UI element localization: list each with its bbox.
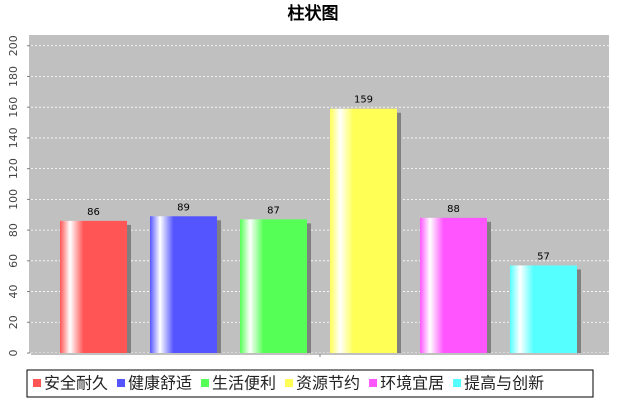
legend-swatch bbox=[201, 379, 210, 387]
data-label: 88 bbox=[447, 204, 460, 215]
bar bbox=[510, 265, 577, 353]
y-tick-label: 160 bbox=[7, 97, 20, 118]
bar bbox=[60, 220, 127, 353]
y-tick-label: 0 bbox=[7, 350, 20, 357]
legend-label: 健康舒适 bbox=[128, 374, 192, 393]
legend-swatch bbox=[453, 379, 462, 387]
bar bbox=[240, 219, 307, 353]
data-label: 86 bbox=[87, 207, 100, 218]
legend-swatch bbox=[33, 379, 41, 387]
data-label: 89 bbox=[177, 202, 190, 213]
data-label: 159 bbox=[354, 95, 373, 106]
y-tick-label: 20 bbox=[7, 315, 20, 329]
legend-swatch bbox=[117, 379, 126, 387]
y-tick-label: 140 bbox=[7, 127, 20, 148]
bar bbox=[420, 217, 487, 353]
data-label: 87 bbox=[267, 205, 280, 216]
y-tick-label: 100 bbox=[7, 189, 20, 210]
bar bbox=[150, 216, 217, 353]
y-tick-label: 40 bbox=[7, 285, 20, 299]
y-tick-label: 60 bbox=[7, 254, 20, 268]
bar bbox=[330, 108, 397, 353]
y-tick-label: 120 bbox=[7, 158, 20, 179]
y-tick-label: 200 bbox=[7, 35, 20, 56]
chart-title: 柱状图 bbox=[288, 3, 339, 24]
legend-label: 环境宜居 bbox=[380, 374, 444, 393]
y-tick-label: 180 bbox=[7, 66, 20, 87]
legend-label: 生活便利 bbox=[212, 374, 276, 393]
legend-swatch bbox=[369, 379, 378, 387]
data-label: 57 bbox=[537, 251, 550, 262]
legend-label: 安全耐久 bbox=[44, 374, 108, 393]
legend-label: 资源节约 bbox=[296, 374, 360, 393]
legend-label: 提高与创新 bbox=[464, 374, 544, 393]
legend-swatch bbox=[285, 379, 294, 387]
y-tick-label: 80 bbox=[7, 223, 20, 237]
